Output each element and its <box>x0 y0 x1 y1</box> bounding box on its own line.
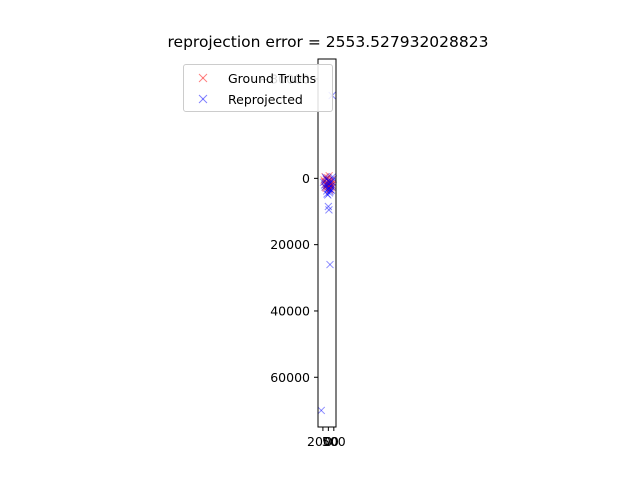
ground-truth-point <box>328 179 337 187</box>
ground-truth-point <box>326 182 335 191</box>
reprojected-point <box>325 189 334 197</box>
reprojected-point <box>322 175 331 183</box>
ground-truth-point <box>325 178 334 187</box>
reprojected-point <box>320 181 329 189</box>
ground-truth-point <box>320 176 328 184</box>
ground-truth-point <box>323 173 332 182</box>
x-tick-label: 0 <box>324 434 332 449</box>
y-tick-label: 20000 <box>270 237 310 252</box>
reprojected-point <box>328 183 337 192</box>
ground-truth-point <box>322 175 331 184</box>
legend-marker-x-red <box>198 73 208 83</box>
ground-truth-point <box>325 186 334 194</box>
ground-truth-point <box>328 181 337 190</box>
reprojected-point <box>325 176 333 185</box>
y-tick-label: 0 <box>302 171 310 186</box>
chart-title: reprojection error = 2553.527932028823 <box>167 33 489 51</box>
reprojected-point <box>317 406 326 415</box>
reprojected-point <box>321 183 329 191</box>
ground-truth-point <box>327 183 335 192</box>
reprojected-point <box>327 177 336 186</box>
ground-truth-point <box>323 181 332 190</box>
ground-truth-point <box>321 183 330 192</box>
reprojected-point <box>325 205 333 214</box>
reprojected-point <box>327 182 335 190</box>
reprojected-point <box>323 190 331 198</box>
reprojected-point <box>326 260 334 269</box>
reprojected-point <box>319 178 328 187</box>
y-tick-label: 60000 <box>270 370 310 385</box>
ground-truth-point <box>320 177 329 186</box>
legend-label: Ground Truths <box>228 71 317 86</box>
legend-marker-x-blue <box>198 94 208 104</box>
ground-truth-point <box>325 171 334 180</box>
ground-truth-point <box>325 182 333 191</box>
ground-truth-point <box>321 180 330 189</box>
y-ticks: −300000200004000060000 <box>260 71 318 385</box>
ground-truth-point <box>322 184 331 193</box>
reprojected-point <box>326 185 335 194</box>
reprojected-point <box>325 184 333 192</box>
reprojected-point <box>325 180 334 189</box>
reprojected-point <box>323 191 332 199</box>
ground-truth-point <box>327 175 336 184</box>
reprojected-point <box>328 172 337 181</box>
reprojected-point <box>324 184 333 193</box>
reprojected-point <box>321 173 330 182</box>
ground-truth-point <box>324 177 333 185</box>
legend: Ground Truths Reprojected <box>183 64 333 112</box>
legend-item-ground-truths: Ground Truths <box>184 69 332 89</box>
x-tick-label: 2000 <box>307 434 339 449</box>
reprojected-point <box>323 180 332 188</box>
y-tick-label: 40000 <box>270 303 310 318</box>
reprojected-point <box>322 187 331 195</box>
ground-truth-point <box>326 179 335 188</box>
legend-label: Reprojected <box>228 92 303 107</box>
x-tick-label: 500 <box>322 434 346 449</box>
ground-truth-point <box>323 179 332 188</box>
ground-truth-point <box>324 176 333 185</box>
reprojected-point <box>324 202 333 211</box>
ground-truth-point <box>326 180 335 189</box>
ground-truth-point <box>321 172 329 181</box>
axes-frame <box>317 58 337 428</box>
legend-item-reprojected: Reprojected <box>184 90 332 110</box>
ground-truth-point <box>326 185 334 193</box>
reprojected-point <box>326 187 334 196</box>
points-layer <box>317 91 338 415</box>
reprojected-point <box>326 178 334 187</box>
ground-truth-point <box>322 181 331 189</box>
reprojected-point <box>327 186 336 195</box>
